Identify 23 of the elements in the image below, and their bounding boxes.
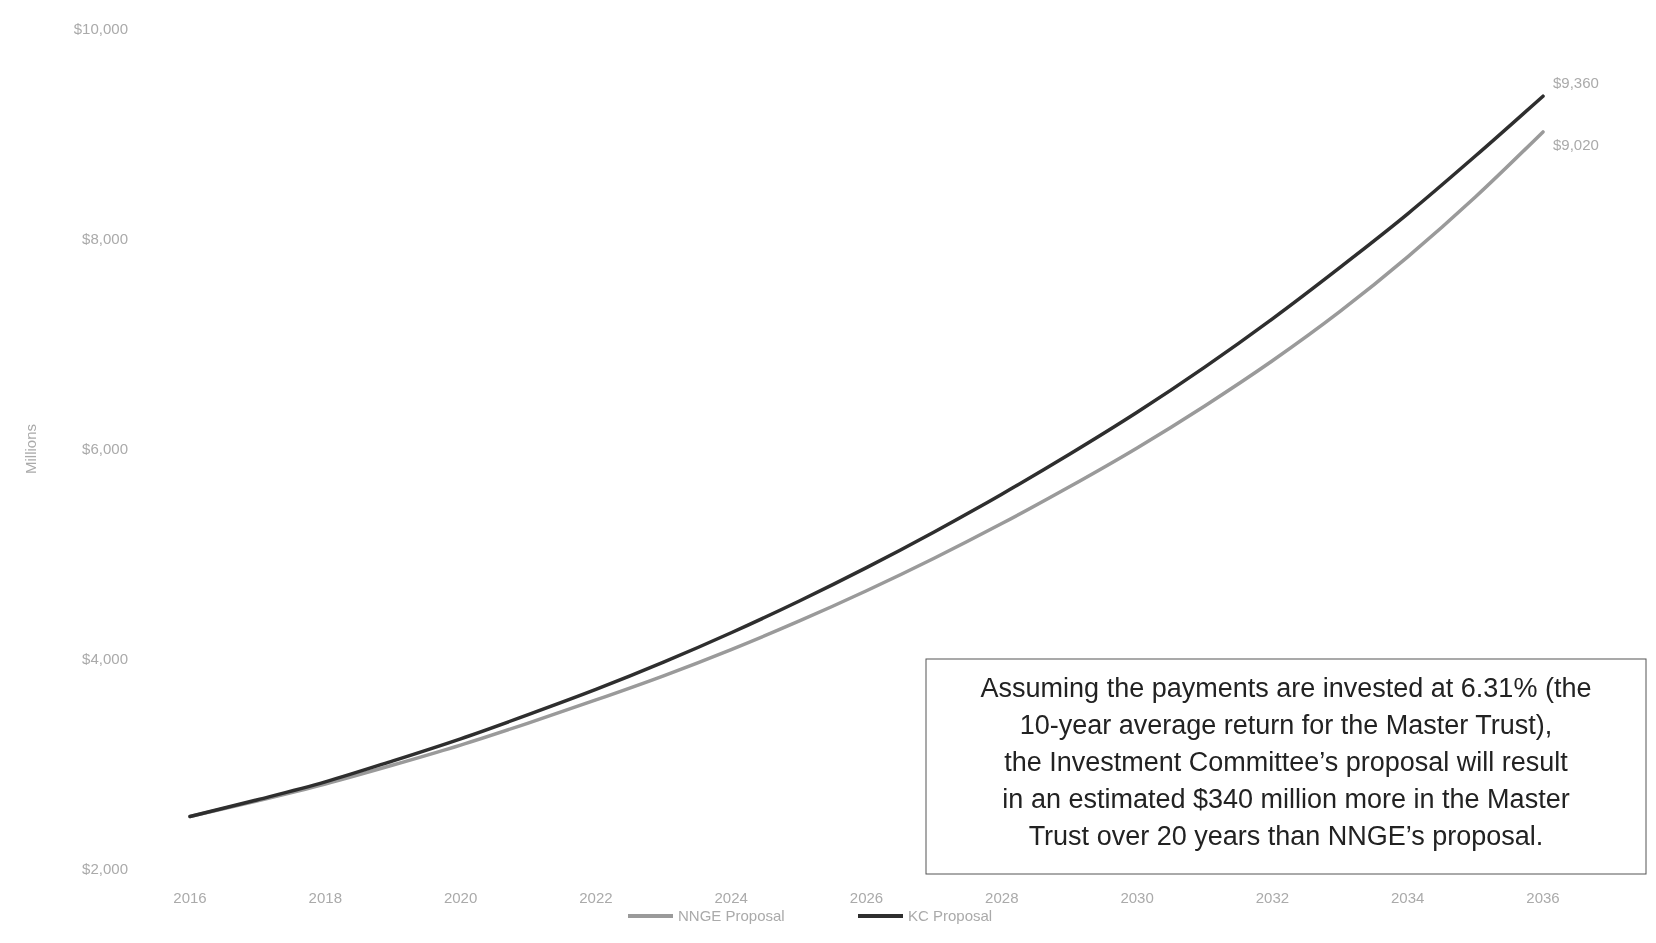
x-tick-label: 2026: [849, 889, 884, 906]
annotation: $9,020: [1553, 135, 1599, 153]
x-tick-label: 2036: [1526, 889, 1560, 906]
x-tick-label: 2032: [1255, 889, 1290, 906]
x-tick-label: 2020: [443, 889, 478, 906]
y-tick-label: $10,000: [73, 20, 128, 38]
y-tick-label: $8,000: [82, 230, 128, 248]
x-tick-label: 2030: [1120, 889, 1154, 906]
x-tick-label: 2028: [985, 889, 1019, 906]
y-tick-label: $2,000: [82, 860, 128, 878]
legend-label: NNGE Proposal: [678, 907, 785, 924]
x-tick-label: 2034: [1391, 889, 1425, 906]
x-tick-label: 2024: [714, 889, 748, 906]
x-tick-label: 2016: [173, 889, 207, 906]
annotation: Assuming the payments are invested at 6.31% (the 10-year average return for the Master Trust), the Investment Committee’s proposal will result in an estimated $340 million more in the Master Trust over 20 years than NNGE’s proposal.: [980, 673, 1592, 851]
note-box: Assuming the payments are invested at 6.31% (the 10-year average return for the Master Trust), the Investment Committee’s proposal will result in an estimated $340 million more in the Master Trust over 20 years than NNGE’s proposal.: [925, 658, 1647, 875]
y-tick-label: $6,000: [82, 440, 128, 458]
x-tick-label: 2018: [308, 889, 342, 906]
x-tick-label: 2022: [579, 889, 613, 906]
y-tick-label: $4,000: [82, 650, 128, 668]
y-axis-title: Millions: [22, 423, 39, 475]
annotation: $9,360: [1553, 74, 1599, 92]
legend-label: KC Proposal: [908, 907, 993, 924]
